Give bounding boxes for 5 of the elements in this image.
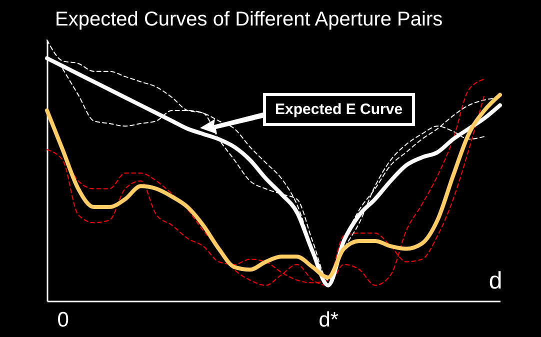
annotation: Expected E Curve xyxy=(263,93,415,126)
x-tick-label: 0 xyxy=(57,308,69,332)
x-tick-label: d* xyxy=(318,308,339,332)
chart-title: Expected Curves of Different Aperture Pairs xyxy=(55,8,443,30)
x-axis-title: d xyxy=(488,268,502,294)
